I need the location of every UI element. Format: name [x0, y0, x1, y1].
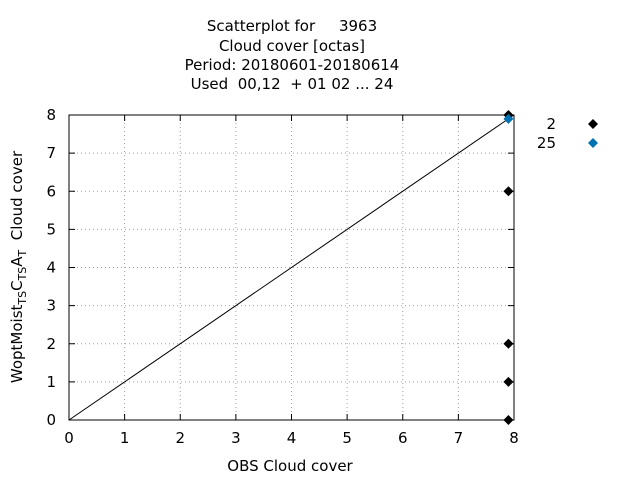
y-axis-label-sub: TS	[16, 291, 29, 306]
chart-title-line-2: Cloud cover [octas]	[218, 37, 366, 55]
legend-marker	[588, 138, 598, 148]
data-points	[503, 110, 514, 425]
y-tick-label: 2	[46, 335, 56, 353]
chart-title-line-4: Used 00,12 + 01 02 ... 24	[190, 75, 394, 93]
x-tick-label: 1	[120, 429, 130, 447]
chart-title-line-1: Scatterplot for 3963	[206, 17, 378, 35]
legend: 225	[537, 115, 598, 152]
y-axis-label: WoptMoistTSCTSAT Cloud cover	[8, 150, 29, 383]
y-tick-label: 5	[46, 220, 56, 238]
y-axis-label-part: Cloud cover	[8, 150, 26, 250]
legend-label: 2	[546, 115, 556, 133]
chart-title-line-3: Period: 20180601-20180614	[184, 56, 400, 74]
y-tick-label: 0	[46, 411, 56, 429]
y-tick-label: 4	[46, 259, 56, 277]
x-axis-label: OBS Cloud cover	[227, 457, 353, 475]
x-tick-label: 8	[509, 429, 519, 447]
x-tick-label: 0	[64, 429, 74, 447]
y-axis-label-part: A	[8, 256, 26, 267]
x-tick-label: 4	[287, 429, 297, 447]
axis-ticks: 0 1 2 3 4 5 6 7 8 0 1 2 3 4 5 6 7 8	[46, 106, 518, 447]
y-tick-label: 6	[46, 182, 56, 200]
y-axis-label-part: WoptMoist	[8, 304, 26, 383]
data-point	[503, 338, 514, 349]
diagonal-reference-line	[68, 114, 515, 421]
y-axis-label-part: C	[8, 280, 26, 290]
y-tick-label: 1	[46, 373, 56, 391]
data-point	[503, 113, 514, 124]
x-tick-label: 7	[454, 429, 464, 447]
data-point	[503, 415, 514, 425]
y-axis-label-sub: TS	[16, 267, 29, 282]
y-axis-label-sub: T	[16, 249, 29, 257]
x-tick-label: 5	[342, 429, 352, 447]
y-tick-label: 3	[46, 297, 56, 315]
y-tick-label: 7	[46, 144, 56, 162]
legend-label: 25	[537, 134, 556, 152]
x-tick-label: 2	[175, 429, 185, 447]
x-tick-label: 3	[231, 429, 241, 447]
legend-marker	[588, 119, 598, 129]
data-point	[503, 186, 514, 197]
y-tick-label: 8	[46, 106, 56, 124]
data-point	[503, 376, 514, 387]
x-tick-label: 6	[398, 429, 408, 447]
